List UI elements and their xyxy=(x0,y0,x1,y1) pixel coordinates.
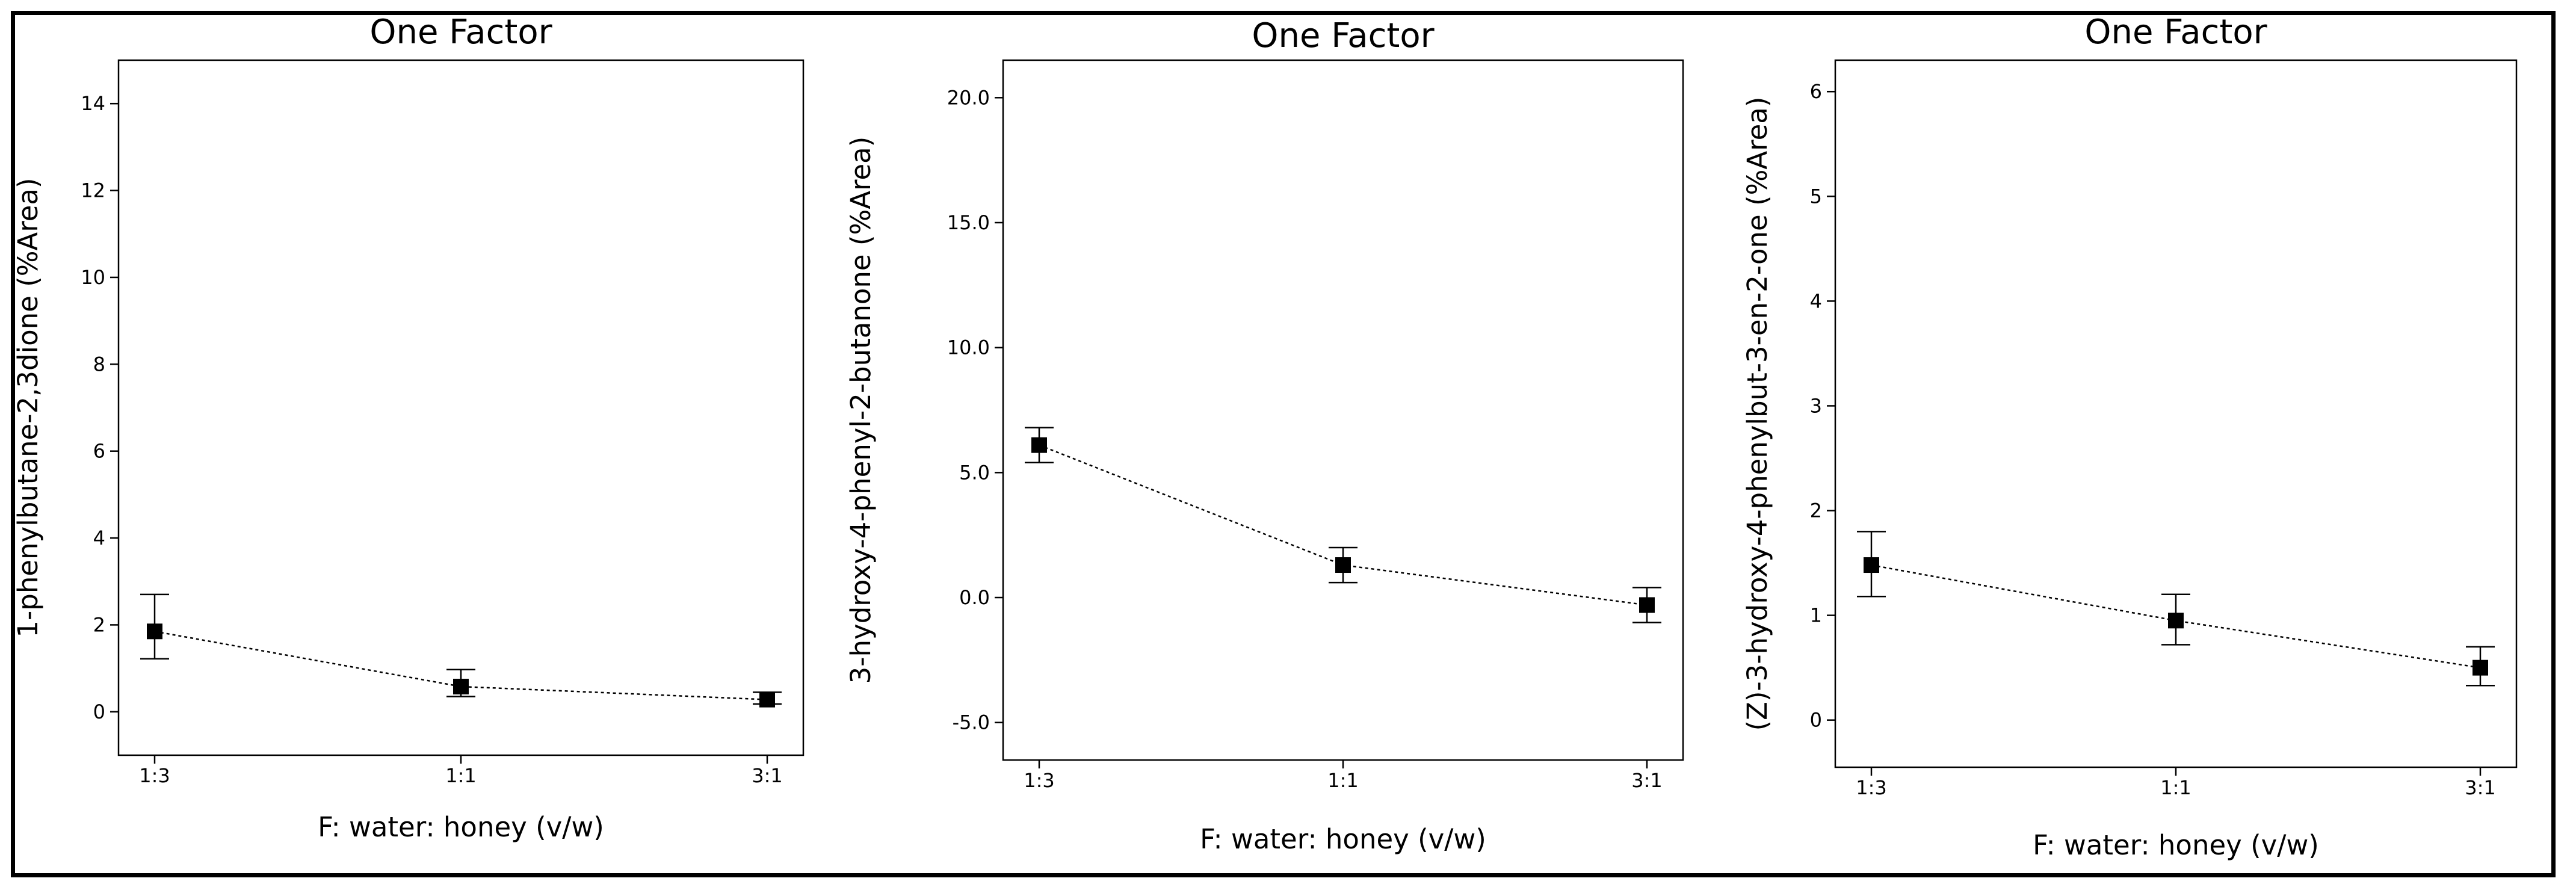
y-axis-title: 3-hydroxy-4-phenyl-2-butanone (%Area) xyxy=(845,137,877,684)
data-point xyxy=(2168,613,2184,629)
chart-panel-3: One Factor 0 1 2 3 4 5 6 1:3 1:1 3:1 F: water: hone… xyxy=(1741,13,2518,861)
data-point xyxy=(1864,557,1879,573)
y-tick-label: 5.0 xyxy=(959,461,990,484)
y-tick-label: 14 xyxy=(81,92,105,115)
y-axis-title: 1-phenylbutane-2,3dione (%Area) xyxy=(12,178,44,637)
chart-title: One Factor xyxy=(1252,16,1435,55)
y-tick-label: 15.0 xyxy=(947,211,990,234)
y-tick-label: 2 xyxy=(1810,499,1822,522)
y-tick-label: 6 xyxy=(93,440,105,463)
y-tick-label: 2 xyxy=(93,613,105,636)
x-axis-title: F: water: honey (v/w) xyxy=(1200,823,1486,855)
y-tick-label: -5.0 xyxy=(953,711,990,734)
y-tick-label: 10 xyxy=(81,266,105,289)
x-axis-title: F: water: honey (v/w) xyxy=(318,811,604,843)
y-tick-label: 8 xyxy=(93,353,105,375)
x-tick-label: 1:3 xyxy=(139,764,170,787)
x-tick-label: 1:1 xyxy=(2160,776,2191,799)
data-point xyxy=(1031,437,1047,453)
y-tick-label: 12 xyxy=(81,179,105,202)
x-tick-label: 1:1 xyxy=(1327,769,1359,792)
plot-area-frame xyxy=(117,59,805,756)
y-tick-label: 0.0 xyxy=(959,586,990,609)
y-tick-label: 0 xyxy=(93,700,105,723)
data-point xyxy=(2473,660,2488,676)
y-tick-label: 1 xyxy=(1810,604,1822,627)
y-tick-label: 3 xyxy=(1810,394,1822,417)
plot-area-frame xyxy=(1834,59,2518,768)
x-tick-label: 1:1 xyxy=(445,764,477,787)
data-point xyxy=(759,691,775,708)
y-tick-label: 6 xyxy=(1810,80,1822,103)
x-tick-label: 1:3 xyxy=(1856,776,1887,799)
data-point xyxy=(1639,597,1655,613)
y-tick-label: 4 xyxy=(1810,289,1822,312)
chart-panel-2: One Factor -5.0 0.0 5.0 10.0 15.0 20.0 1:3 1:1 3:… xyxy=(845,16,1684,855)
data-point xyxy=(1335,557,1351,573)
y-axis-title: (Z)-3-hydroxy-4-phenylbut-3-en-2-one (%A… xyxy=(1741,97,1773,731)
x-tick-label: 3:1 xyxy=(1631,769,1663,792)
chart-title: One Factor xyxy=(2084,13,2267,52)
figure-frame xyxy=(11,11,2556,877)
data-point xyxy=(453,678,469,694)
chart-panel-1: One Factor 0 2 4 6 8 10 12 14 1:3 1:1 3:1 F: water: … xyxy=(12,13,805,843)
x-tick-label: 3:1 xyxy=(2465,776,2496,799)
plot-area-frame xyxy=(1002,59,1684,761)
y-tick-label: 10.0 xyxy=(947,336,990,359)
x-tick-label: 1:3 xyxy=(1024,769,1055,792)
y-tick-label: 20.0 xyxy=(947,86,990,109)
chart-title: One Factor xyxy=(369,13,552,52)
y-tick-label: 5 xyxy=(1810,185,1822,208)
y-tick-label: 0 xyxy=(1810,709,1822,732)
y-tick-label: 4 xyxy=(93,527,105,549)
x-axis-title: F: water: honey (v/w) xyxy=(2033,829,2319,861)
data-point xyxy=(147,623,162,640)
x-tick-label: 3:1 xyxy=(752,764,783,787)
series-line xyxy=(154,631,768,700)
